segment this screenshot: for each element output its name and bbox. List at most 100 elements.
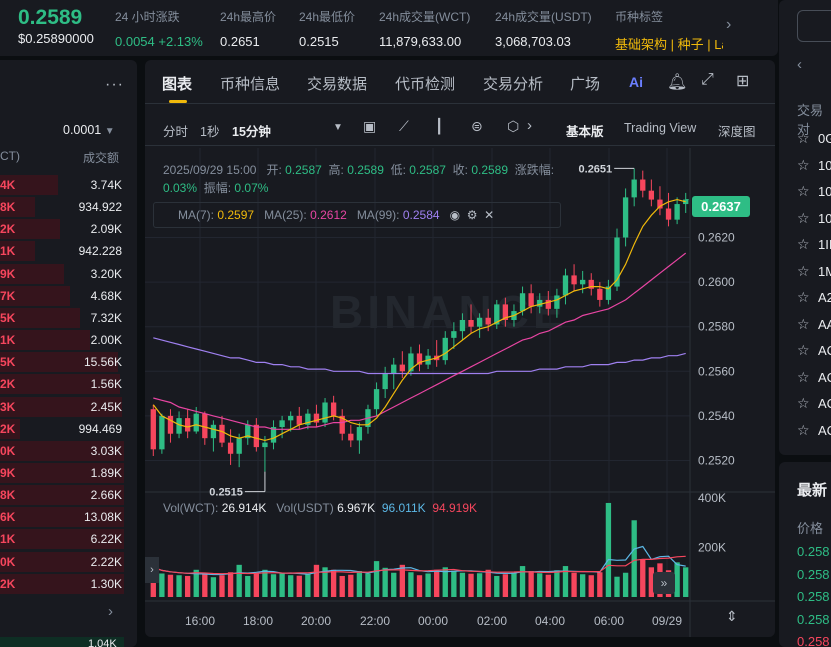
market-search-input[interactable] [797, 10, 831, 42]
tab-token-check[interactable]: 代币检测 [395, 76, 456, 93]
favorite-star-icon[interactable]: ☆ [797, 342, 810, 358]
trade-row[interactable]: 1K 942.228 [0, 240, 137, 262]
tab-square[interactable]: 广场 [570, 76, 601, 93]
trade-row[interactable]: 0K 3.03K [0, 440, 137, 462]
candlestick-chart[interactable]: 0.2620 0.2600 0.2580 0.2560 0.2540 0.2520 16:0… [145, 60, 775, 637]
scroll-latest-button[interactable]: » [653, 572, 675, 594]
trade-row[interactable]: 1K 2.00K [0, 329, 137, 351]
favorite-star-icon[interactable]: ☆ [797, 130, 810, 146]
trade-row[interactable]: 8K 934.922 [0, 196, 137, 218]
stat-label: 24 小时涨跌 [115, 10, 180, 24]
depth-bar [0, 285, 70, 306]
interval-1s[interactable]: 1秒 [200, 125, 220, 139]
indicator-icon[interactable]: ⊜ [471, 118, 483, 134]
trade-row[interactable]: 9K 3.20K [0, 263, 137, 285]
trade-row[interactable]: 6K 13.08K [0, 506, 137, 528]
trade-row[interactable]: 0K 2.22K [0, 551, 137, 573]
settings-icon[interactable]: ⚙ [466, 208, 478, 222]
market-symbol[interactable]: AA [818, 316, 831, 332]
volume-bar [193, 569, 199, 597]
trade-row[interactable]: 5K 15.56K [0, 351, 137, 373]
chevron-right-icon[interactable]: › [108, 603, 113, 620]
market-symbol[interactable]: AC [818, 369, 831, 385]
favorite-star-icon[interactable]: ☆ [797, 236, 810, 252]
volume-bar [502, 574, 509, 597]
tab-chart[interactable]: 图表 [162, 76, 193, 93]
favorite-star-icon[interactable]: ☆ [797, 262, 810, 279]
interval-timeline[interactable]: 分时 [163, 125, 189, 139]
candle-body [519, 293, 526, 312]
caret-down-icon[interactable]: ▼ [333, 122, 343, 133]
trade-total: 942.228 [78, 244, 122, 259]
line-chart-icon[interactable]: ⟋ [399, 118, 409, 134]
view-basic[interactable]: 基本版 [566, 125, 604, 139]
grid-icon[interactable]: ⊞ [736, 73, 750, 90]
stat-24h-volume-usdt: 24h成交量(USDT) 3,068,703.03 [495, 8, 592, 49]
scale-icon[interactable]: ⇕ [726, 608, 738, 624]
trade-row[interactable]: 2K 1.30K [0, 573, 137, 595]
favorite-star-icon[interactable]: ☆ [797, 421, 810, 438]
favorite-star-icon[interactable]: ☆ [797, 315, 810, 332]
volume-bar [622, 572, 629, 597]
market-symbol[interactable]: AC [818, 396, 831, 411]
market-symbol[interactable]: A2 [818, 290, 831, 305]
hexagon-icon[interactable]: ⬡ [507, 118, 520, 134]
tab-trade-analysis[interactable]: 交易分析 [483, 76, 544, 93]
view-trading-view[interactable]: Trading View [624, 121, 697, 135]
favorite-star-icon[interactable]: ☆ [797, 183, 810, 199]
market-symbol[interactable]: 10 [818, 184, 831, 199]
favorite-star-icon[interactable]: ☆ [797, 289, 810, 305]
trade-row[interactable]: 1K 6.22K [0, 528, 137, 550]
trade-row[interactable]: 8K 2.66K [0, 484, 137, 506]
candle-body [622, 197, 629, 238]
latest-trade-price: 0.258 [797, 611, 830, 627]
chevron-left-icon[interactable]: ‹ [797, 56, 802, 73]
interval-15m[interactable]: 15分钟 [232, 125, 271, 139]
volume-bar [494, 575, 500, 597]
market-symbol[interactable]: 1M [818, 263, 831, 279]
calendar-icon[interactable]: ▣ [363, 118, 377, 134]
trade-total: 3.74K [90, 178, 122, 192]
volume-bar [588, 575, 594, 597]
trade-row[interactable]: 2K 994.469 [0, 418, 137, 440]
candle-body [459, 320, 466, 332]
market-symbol[interactable]: AC [818, 422, 831, 438]
vol-ma2-value: 94.919K [432, 501, 478, 515]
bell-icon[interactable]: 🔔︎ [667, 74, 688, 91]
chevron-right-icon[interactable]: › [726, 16, 732, 33]
stat-value: 基础架构 | 种子 | La [615, 37, 723, 52]
chevron-right-icon[interactable]: › [527, 117, 532, 134]
trade-row[interactable]: 9K 1.89K [0, 462, 137, 484]
depth-bar [0, 263, 64, 284]
view-depth[interactable]: 深度图 [718, 125, 756, 139]
close-icon[interactable]: ✕ [484, 208, 495, 222]
market-symbol[interactable]: 0G [818, 131, 831, 146]
ohlc-legend: 2025/09/29 15:00 开: 0.2587 高: 0.2589 低: … [163, 161, 643, 197]
expand-icon[interactable]: ⤢ [701, 71, 714, 88]
more-icon[interactable]: ··· [105, 76, 124, 93]
trade-amount: 5K [0, 310, 16, 325]
favorite-star-icon[interactable]: ☆ [797, 156, 810, 173]
ai-icon[interactable]: Ai [629, 74, 643, 90]
stat-token-tags[interactable]: 币种标签 基础架构 | 种子 | La [615, 8, 723, 53]
favorite-star-icon[interactable]: ☆ [797, 368, 810, 385]
scroll-left-handle[interactable]: › [145, 557, 159, 583]
market-symbol[interactable]: AC [818, 343, 831, 358]
tab-trade-data[interactable]: 交易数据 [307, 76, 368, 93]
trade-row[interactable]: 2K 1.56K [0, 373, 137, 395]
trade-row[interactable]: 2K 2.09K [0, 218, 137, 240]
trade-row[interactable]: 5K 7.32K [0, 307, 137, 329]
market-symbol[interactable]: 10 [818, 210, 831, 226]
favorite-star-icon[interactable]: ☆ [797, 395, 810, 411]
precision-select[interactable]: 0.0001 ▼ [63, 123, 115, 137]
eye-icon[interactable]: ◉ [449, 208, 461, 222]
col-header-amount: CT) [0, 149, 20, 163]
candle-icon[interactable]: ┃ [435, 118, 444, 134]
market-symbol[interactable]: 10 [818, 157, 831, 173]
market-symbol[interactable]: 1II [818, 237, 831, 252]
trade-row[interactable]: 3K 2.45K [0, 396, 137, 418]
trade-row[interactable]: 4K 3.74K [0, 174, 137, 196]
favorite-star-icon[interactable]: ☆ [797, 209, 810, 226]
trade-row[interactable]: 7K 4.68K [0, 285, 137, 307]
tab-token-info[interactable]: 币种信息 [220, 76, 281, 93]
